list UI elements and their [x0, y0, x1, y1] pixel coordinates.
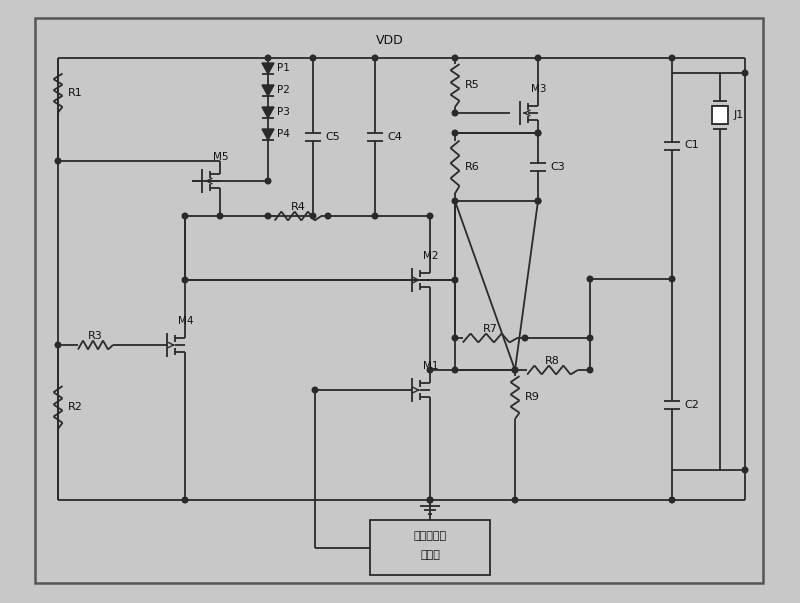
Text: R2: R2	[68, 402, 83, 412]
Text: R8: R8	[545, 356, 560, 366]
Circle shape	[310, 213, 316, 219]
Circle shape	[325, 213, 331, 219]
Text: J1: J1	[734, 110, 744, 120]
Circle shape	[669, 276, 674, 282]
Circle shape	[669, 55, 674, 61]
Text: R6: R6	[465, 162, 480, 172]
Text: R3: R3	[88, 331, 103, 341]
Circle shape	[535, 198, 541, 204]
Circle shape	[512, 367, 518, 373]
Circle shape	[55, 158, 61, 164]
Text: P4: P4	[277, 129, 290, 139]
Text: C3: C3	[550, 162, 565, 172]
Circle shape	[452, 110, 458, 116]
Circle shape	[587, 276, 593, 282]
Circle shape	[452, 335, 458, 341]
Circle shape	[535, 198, 541, 204]
Circle shape	[427, 497, 433, 503]
Circle shape	[452, 367, 458, 373]
Circle shape	[587, 367, 593, 373]
Text: C1: C1	[684, 140, 698, 151]
Circle shape	[452, 198, 458, 204]
Text: R4: R4	[290, 202, 306, 212]
Polygon shape	[262, 63, 274, 74]
Text: P2: P2	[277, 85, 290, 95]
Text: M5: M5	[213, 152, 229, 162]
Circle shape	[372, 213, 378, 219]
Text: R5: R5	[465, 80, 480, 90]
Circle shape	[218, 213, 222, 219]
Circle shape	[182, 277, 188, 283]
Circle shape	[742, 70, 748, 76]
Text: C5: C5	[325, 132, 340, 142]
Bar	[712, 106, 728, 124]
Text: P1: P1	[277, 63, 290, 73]
Circle shape	[742, 467, 748, 473]
Circle shape	[266, 55, 270, 61]
Bar	[370, 520, 490, 575]
Text: VDD: VDD	[376, 34, 404, 46]
Circle shape	[669, 497, 674, 503]
Text: C2: C2	[684, 400, 699, 410]
Circle shape	[310, 55, 316, 61]
Circle shape	[266, 213, 270, 219]
Text: R9: R9	[525, 393, 540, 402]
Text: 生电路: 生电路	[420, 550, 440, 560]
Polygon shape	[262, 85, 274, 96]
Circle shape	[535, 130, 541, 136]
Circle shape	[427, 213, 433, 219]
Circle shape	[372, 55, 378, 61]
Text: P3: P3	[277, 107, 290, 117]
Text: M4: M4	[178, 316, 194, 326]
Circle shape	[266, 178, 270, 184]
Text: R1: R1	[68, 88, 82, 98]
Polygon shape	[262, 129, 274, 140]
Circle shape	[535, 55, 541, 61]
Circle shape	[427, 497, 433, 503]
Text: 偏置电压产: 偏置电压产	[414, 531, 446, 541]
Circle shape	[522, 335, 528, 341]
Text: M2: M2	[423, 251, 438, 261]
Circle shape	[182, 497, 188, 503]
Circle shape	[587, 335, 593, 341]
Circle shape	[512, 367, 518, 373]
Text: M1: M1	[423, 361, 438, 371]
Polygon shape	[262, 107, 274, 118]
Circle shape	[452, 130, 458, 136]
Text: R7: R7	[482, 324, 498, 334]
Circle shape	[452, 55, 458, 61]
Circle shape	[427, 367, 433, 373]
Circle shape	[535, 130, 541, 136]
Text: C4: C4	[387, 132, 402, 142]
Circle shape	[182, 213, 188, 219]
Circle shape	[452, 277, 458, 283]
Text: M3: M3	[531, 84, 546, 94]
Circle shape	[312, 387, 318, 393]
Circle shape	[55, 342, 61, 348]
Circle shape	[512, 497, 518, 503]
